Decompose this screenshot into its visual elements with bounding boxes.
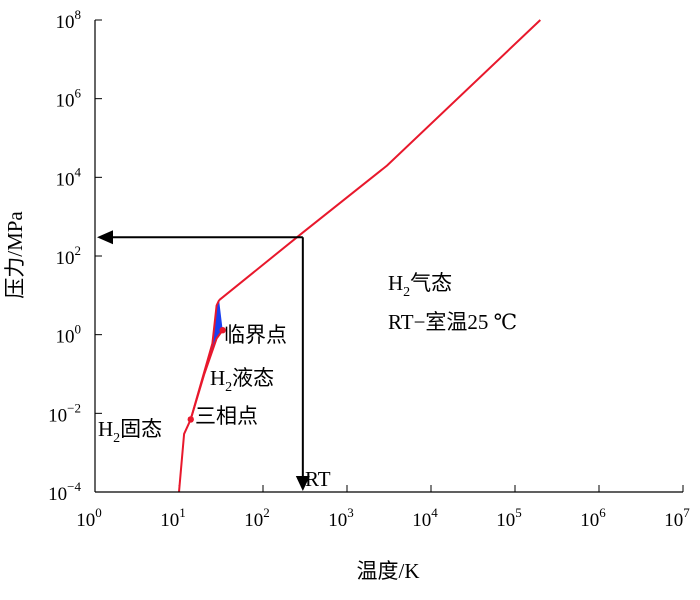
x-tick-label: 105 <box>496 505 522 531</box>
melting-curve <box>189 299 221 420</box>
x-tick-label: 100 <box>76 505 102 531</box>
supercritical-line <box>218 19 541 301</box>
triple-point-marker <box>187 416 194 423</box>
x-axis-title: 温度/K <box>357 559 420 583</box>
x-tick-label: 104 <box>412 505 438 531</box>
y-tick-label: 10−4 <box>48 479 81 505</box>
left-arrow-head <box>97 230 113 245</box>
y-tick-label: 108 <box>56 7 82 33</box>
x-tick-label: 101 <box>160 505 186 531</box>
y-tick-label: 102 <box>56 243 82 269</box>
vaporization-curve <box>189 329 224 420</box>
critical-point-marker <box>219 326 226 334</box>
gas-phase-label: H2气态 <box>388 271 452 300</box>
liquid-phase-label: H2液态 <box>210 366 274 395</box>
triple-point-label: 三相点 <box>195 404 258 428</box>
sublimation-curve <box>178 418 192 493</box>
down-arrow-head <box>295 476 310 491</box>
x-tick-label: 106 <box>580 505 606 531</box>
critical-point-label: 临界点 <box>224 323 287 347</box>
y-tick-label: 106 <box>56 86 82 112</box>
x-tick-label: 107 <box>664 505 690 531</box>
x-tick-label: 103 <box>328 505 354 531</box>
room-temperature-arrows <box>97 230 310 491</box>
ticks-layer: 100 101 102 103 104 105 106 107 10−4 10−2 100 102 10… <box>48 7 690 531</box>
y-tick-label: 104 <box>56 164 82 190</box>
room-temperature-note: RT−室温25 ℃ <box>388 310 517 334</box>
y-tick-label: 10−2 <box>48 400 81 426</box>
x-tick-label: 102 <box>244 505 270 531</box>
solid-phase-label: H2固态 <box>98 417 162 446</box>
room-temperature-marker-label: RT <box>305 467 331 491</box>
y-tick-label: 100 <box>56 322 82 348</box>
y-axis-title: 压力/MPa <box>3 211 27 299</box>
